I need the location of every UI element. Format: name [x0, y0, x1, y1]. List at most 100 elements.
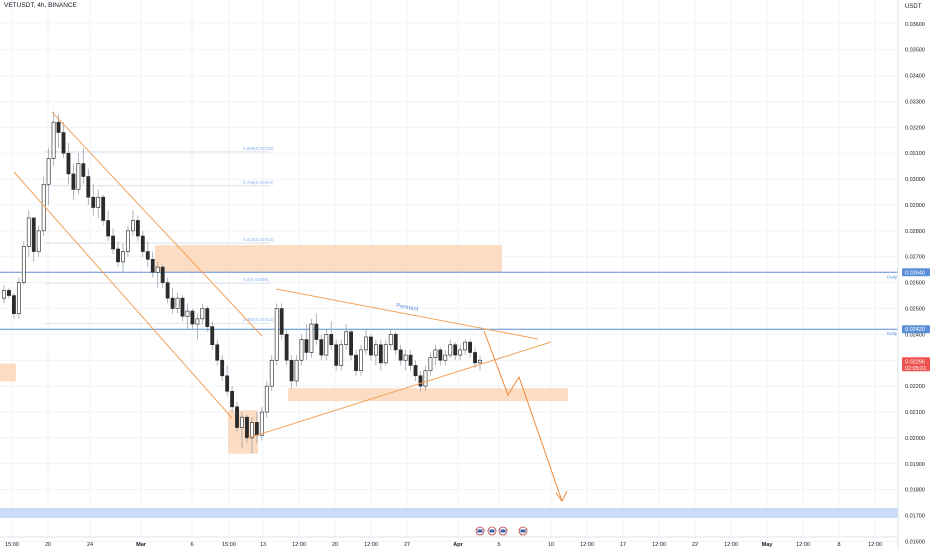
- supply-zone: [155, 245, 502, 273]
- candle-body-down: [319, 339, 324, 356]
- candle-body-down: [165, 282, 170, 299]
- candle: [319, 334, 324, 361]
- event-flag-icon: [518, 526, 528, 536]
- candle-body-down: [349, 331, 353, 356]
- candle: [364, 329, 368, 356]
- candle-body-down: [7, 290, 11, 296]
- price-tick-label: 0.01900: [905, 462, 925, 468]
- candle: [21, 241, 26, 286]
- time-tick-label: 8: [837, 542, 840, 548]
- candle: [170, 287, 175, 314]
- candle-body-down: [61, 132, 66, 154]
- time-tick-label: 12:00: [724, 542, 738, 548]
- candle-body-up: [200, 308, 205, 320]
- candle: [195, 313, 200, 340]
- candle-body-down: [170, 297, 175, 309]
- candle-body-up: [126, 230, 130, 252]
- candle-body-up: [185, 310, 190, 317]
- price-tick-label: 0.02700: [905, 255, 925, 261]
- candle: [428, 352, 433, 376]
- candle: [448, 339, 453, 358]
- candle-body-down: [314, 323, 319, 340]
- event-flag-icon: [475, 526, 485, 536]
- candle: [334, 339, 339, 371]
- candle: [225, 365, 230, 397]
- candle-body-up: [264, 385, 269, 413]
- candle-body-up: [155, 266, 160, 273]
- pennant-upper-line: [275, 288, 539, 340]
- candle-body-up: [36, 230, 41, 252]
- level-price-badge: [902, 268, 930, 277]
- price-tick-label: 0.02500: [905, 306, 925, 312]
- candle: [314, 313, 319, 345]
- price-tick-label: 0.02400: [905, 332, 925, 338]
- candle: [220, 355, 225, 381]
- candle-body-down: [210, 326, 215, 346]
- candle-body-down: [284, 334, 289, 361]
- candle: [373, 339, 378, 366]
- candle-body-down: [66, 152, 71, 175]
- price-tick-label: 0.03500: [905, 48, 925, 54]
- candle: [200, 303, 205, 325]
- price-tick-label: 0.01700: [905, 514, 925, 520]
- level-price-badge-text: 0.02420: [905, 327, 925, 333]
- candle-body-up: [364, 336, 368, 351]
- price-tick-label: 0.02800: [905, 229, 925, 235]
- candle-body-up: [131, 220, 135, 232]
- candles: [2, 111, 482, 454]
- candle: [240, 412, 244, 449]
- candle-body-up: [383, 344, 388, 364]
- fib-level-label: 0.5(0.02598): [243, 277, 269, 282]
- candle-body-up: [51, 121, 56, 159]
- candle: [235, 401, 239, 433]
- candle-body-up: [250, 422, 254, 439]
- candle: [398, 344, 403, 366]
- level-price-badge: [902, 325, 930, 334]
- candle-body-down: [468, 341, 472, 353]
- candle: [71, 163, 76, 200]
- candle: [96, 189, 101, 218]
- candle: [116, 241, 120, 268]
- candle: [383, 339, 388, 366]
- candle-body-down: [438, 349, 443, 361]
- time-tick-label: 12:00: [292, 542, 306, 548]
- time-tick-label: 15:00: [222, 542, 236, 548]
- current-price-text: 0.02296: [905, 359, 925, 365]
- candle-body-up: [448, 344, 453, 356]
- time-tick-label: 10: [548, 542, 554, 548]
- candle-body-down: [160, 266, 165, 283]
- event-flag-mark: [477, 529, 483, 533]
- candle: [81, 148, 86, 185]
- fib-level-label: 0.618(0.02753): [243, 237, 274, 242]
- time-tick-label: 12:00: [868, 542, 882, 548]
- candle-body-up: [76, 163, 81, 190]
- price-tick-label: 0.01600: [905, 539, 925, 545]
- candle-body-down: [31, 217, 36, 252]
- candle-body-down: [225, 375, 230, 392]
- candle-body-down: [329, 334, 334, 346]
- time-tick-label: 12:00: [364, 542, 378, 548]
- candle-body-down: [205, 308, 210, 327]
- price-tick-label: 0.02100: [905, 410, 925, 416]
- candle-body-up: [423, 370, 428, 387]
- candle: [393, 331, 398, 356]
- candle-body-down: [304, 339, 309, 353]
- candle: [473, 347, 477, 369]
- daily-level-label: Daily: [887, 274, 898, 279]
- time-tick-label: May: [762, 542, 774, 548]
- candle: [458, 344, 463, 361]
- price-tick-label: 0.02000: [905, 436, 925, 442]
- fib-level-label: 0.382(0.02443): [243, 317, 274, 322]
- candle: [294, 355, 299, 387]
- candle: [324, 329, 329, 361]
- candle-body-up: [16, 282, 21, 314]
- candle-body-down: [235, 406, 239, 428]
- candle: [16, 277, 21, 319]
- current-price-badge: [902, 357, 930, 372]
- candle-body-up: [309, 323, 314, 353]
- candle-body-up: [21, 246, 26, 283]
- candle-body-down: [418, 375, 423, 387]
- candle: [180, 295, 185, 322]
